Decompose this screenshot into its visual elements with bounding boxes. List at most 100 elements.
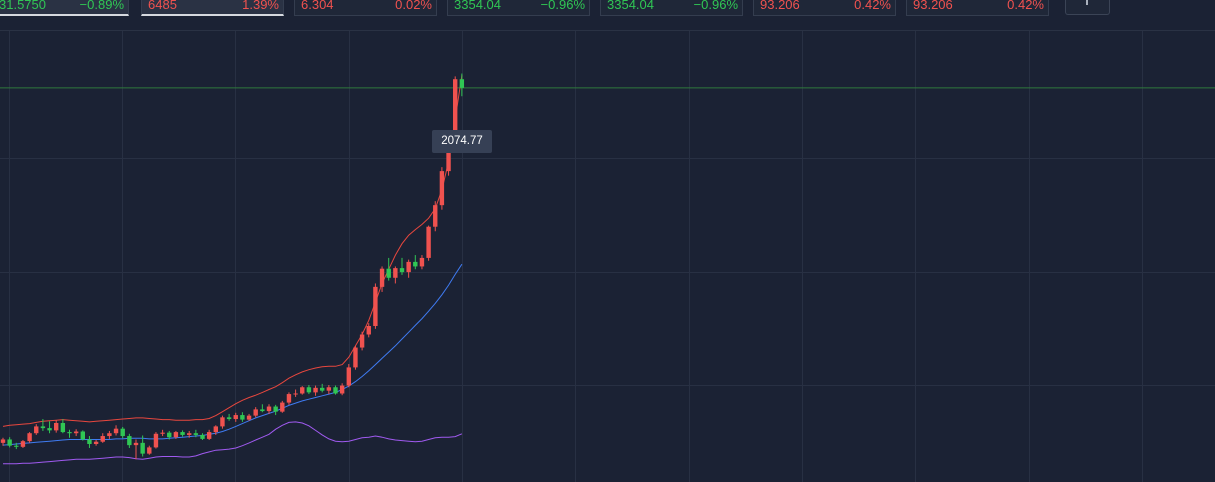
candle [246,413,252,421]
ticker-symbol: 3354.04 [454,0,501,12]
candle [147,445,152,455]
candle-body [253,409,258,416]
candle [206,429,212,441]
candles [0,73,465,460]
candle [0,437,6,446]
candle-body [353,347,358,368]
ticker-change: 1.39% [242,0,279,12]
candle-body [439,171,445,206]
candle [359,331,365,351]
candle [306,384,312,395]
ticker-bar: 31.5750 −0.89% 6485 1.39% 6.304 0.02% 33… [0,0,1215,17]
candle [399,257,405,275]
ticker-change: −0.96% [693,0,738,12]
candle [433,201,438,232]
candle [240,412,245,422]
candle-body [187,433,192,435]
candle-body [273,406,278,412]
candle-body [233,415,238,420]
candle-body [7,439,12,446]
candle-body [160,432,165,434]
candle-body [40,426,46,429]
candle-body [280,402,285,412]
divider [0,30,1215,31]
candle [339,383,345,396]
candle [406,259,411,278]
candle-body [147,447,152,454]
candle [133,439,139,460]
ticker-symbol: 93.206 [760,0,800,12]
candle [14,442,19,450]
candle [40,419,46,431]
candle-body [87,439,92,444]
candle [60,419,66,434]
candle [67,429,72,438]
candle-body [47,428,52,431]
ticker-tab[interactable]: 93.206 0.42% [906,0,1049,16]
candle [253,407,258,418]
candle [426,225,431,261]
candle-body [379,268,385,287]
candle-body [446,144,451,172]
candle-body [326,387,332,391]
candle-body [240,415,245,420]
ticker-symbol: 6485 [148,0,177,12]
candle [280,400,285,413]
candle-body [73,431,79,434]
candle [419,255,425,270]
candle-body [20,441,26,447]
candle-body [213,426,218,433]
add-ticker-button[interactable] [1065,0,1110,15]
ticker-tab[interactable]: 6485 1.39% [141,0,284,16]
candle [73,429,79,437]
candle [260,404,265,413]
candle-body [413,261,418,267]
ticker-tab[interactable]: 3354.04 −0.96% [447,0,590,16]
candle-body [93,441,99,444]
candle-body [339,385,345,394]
candle-body [426,226,431,258]
plus-icon [1086,0,1088,5]
candle [220,415,225,429]
candle [213,425,218,435]
candle-body [226,417,232,420]
candle-body [266,406,272,412]
candle [320,383,325,393]
lower-band-line [3,421,463,465]
candle [300,386,305,395]
candle [7,437,12,448]
candle-body [293,393,298,395]
candle [333,385,338,395]
candle [167,430,172,440]
candle-body [419,257,425,267]
ticker-tab[interactable]: 3354.04 −0.96% [600,0,743,16]
candle [439,167,445,210]
candle [393,266,398,284]
candle [273,404,278,416]
candle [153,432,159,449]
candle [379,266,385,292]
candle-body [14,445,19,447]
candle [160,429,165,437]
ticker-tab[interactable]: 93.206 0.42% [753,0,896,16]
chart-grid [0,31,1215,482]
candle-body [406,261,411,273]
ticker-tab[interactable]: 31.5750 −0.89% [0,0,129,16]
candle [173,430,179,439]
candle-body [399,268,405,273]
candle-body [453,79,458,145]
ticker-change: 0.02% [395,0,432,12]
candle [34,424,39,435]
candle [346,364,351,388]
candle [233,412,238,422]
candle [93,440,99,446]
candle [226,413,232,421]
ticker-tab[interactable]: 6.304 0.02% [294,0,437,16]
candle-body [193,433,199,435]
ticker-change: 0.42% [1007,0,1044,12]
candle [373,283,378,329]
candle [127,433,132,448]
ticker-change: 0.42% [854,0,891,12]
last-price-label: 2074.77 [432,130,492,153]
